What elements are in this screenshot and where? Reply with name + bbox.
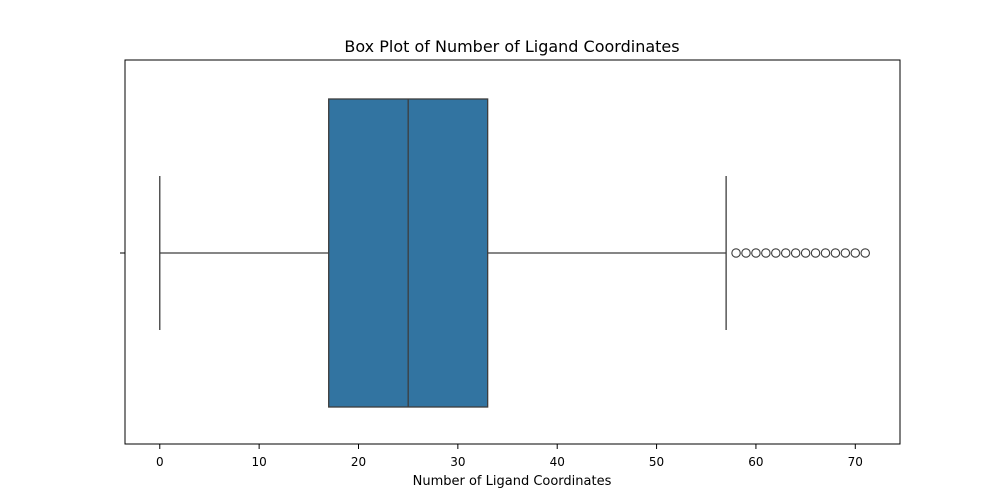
plot-frame: [124, 59, 901, 445]
outlier-point: [751, 248, 761, 258]
x-tick-label: 10: [251, 455, 266, 469]
x-tick-label: 60: [748, 455, 763, 469]
x-axis-label: Number of Ligand Coordinates: [413, 474, 612, 489]
outlier-point: [761, 248, 771, 258]
x-tick-label: 50: [649, 455, 664, 469]
outlier-point: [820, 248, 831, 258]
outlier-point: [850, 248, 861, 258]
outlier-point: [731, 248, 741, 258]
outlier-point: [810, 248, 821, 258]
outlier-point: [780, 248, 791, 258]
outlier-point: [800, 248, 811, 258]
outlier-point: [830, 248, 841, 258]
x-tick-label: 30: [450, 455, 465, 469]
x-tick-label: 0: [156, 455, 164, 469]
x-tick-label: 40: [550, 455, 565, 469]
outlier-point: [790, 248, 801, 258]
outlier-point: [860, 248, 870, 258]
x-tick-label: 70: [848, 455, 863, 469]
x-axis-ticks: 0 10 20 30 40 50 60 70: [156, 444, 863, 469]
box-group: [159, 98, 727, 408]
outlier-point: [840, 248, 851, 258]
outliers: [731, 248, 870, 258]
x-tick-label: 20: [351, 455, 366, 469]
outlier-point: [771, 248, 781, 258]
chart-title: Box Plot of Number of Ligand Coordinates: [344, 37, 679, 56]
outlier-point: [741, 248, 751, 258]
